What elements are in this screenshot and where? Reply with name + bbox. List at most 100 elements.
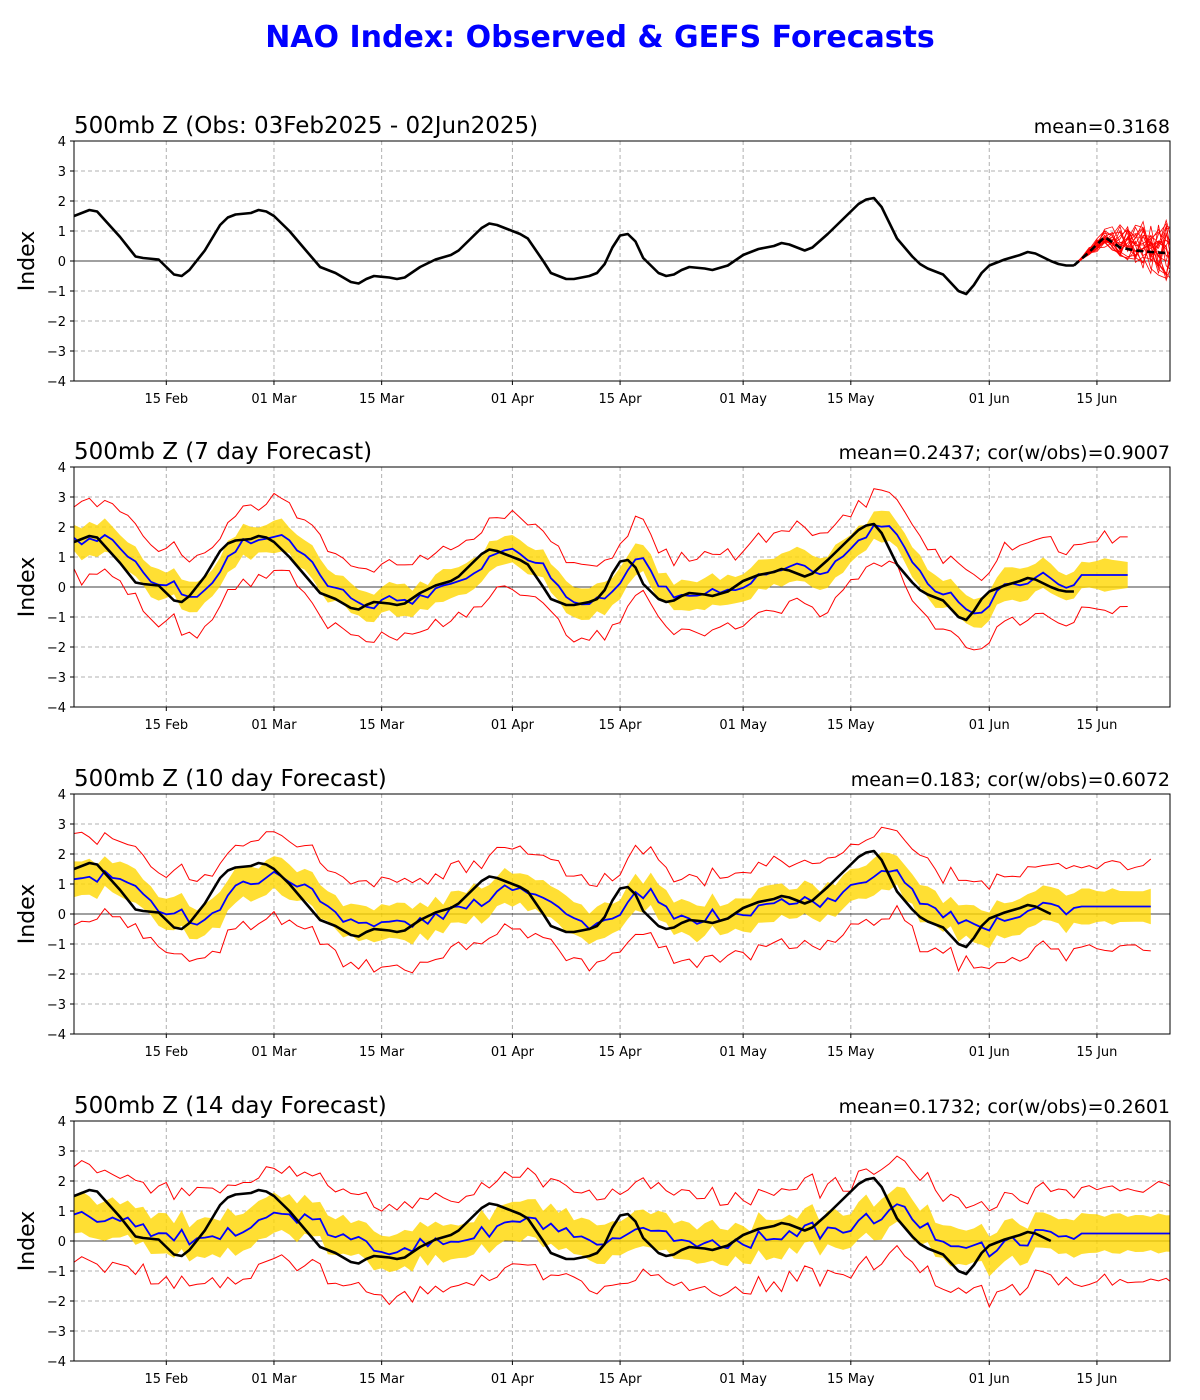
observed-line xyxy=(74,1176,1052,1276)
y-tick-label: 3 xyxy=(58,818,66,833)
y-tick-label: −1 xyxy=(47,611,66,626)
ensemble-mean-line xyxy=(74,524,1128,615)
x-tick-label: 01 Mar xyxy=(251,392,297,407)
y-tick-label: −3 xyxy=(47,345,66,360)
chart-panel-2: −4 −3 −2 −1 0 1 2 3 4 15 Feb 01 Mar 15 Mar 01 Apr 15 … xyxy=(15,439,1171,733)
x-tick-label: 15 May xyxy=(827,718,875,733)
y-axis-label: Index xyxy=(15,557,40,618)
x-tick-label: 01 Mar xyxy=(251,1372,297,1387)
x-tick-label: 15 Apr xyxy=(598,1045,642,1060)
y-tick-label: 2 xyxy=(58,1175,66,1190)
x-tick-label: 15 Mar xyxy=(359,1372,405,1387)
observed-line xyxy=(74,522,1074,622)
y-tick-label: −4 xyxy=(47,701,66,716)
plot-area xyxy=(74,488,1128,651)
y-axis-label: Index xyxy=(15,1211,40,1272)
x-tick-label: 01 Apr xyxy=(491,1045,535,1060)
x-tick-label: 01 Apr xyxy=(491,1372,535,1387)
chart-panel-4: −4 −3 −2 −1 0 1 2 3 4 15 Feb 01 Mar 15 Mar 01 Apr 15 … xyxy=(15,1093,1171,1387)
y-tick-label: 3 xyxy=(58,165,66,180)
chart-panel-1: −4 −3 −2 −1 0 1 2 3 4 15 Feb 01 Mar 15 Mar 01 Apr 15 … xyxy=(15,113,1171,407)
spread-band xyxy=(74,1186,1170,1277)
y-tick-label: 1 xyxy=(58,878,66,893)
y-tick-label: −4 xyxy=(47,375,66,390)
x-tick-label: 01 May xyxy=(719,1045,767,1060)
ensemble-min-line xyxy=(74,1244,1170,1309)
ensemble-member-line xyxy=(1073,240,1170,267)
y-tick-label: −4 xyxy=(47,1355,66,1370)
observed-line xyxy=(74,196,1074,296)
y-tick-label: 0 xyxy=(58,908,66,923)
ensemble-member-line xyxy=(1073,222,1170,266)
y-tick-label: 1 xyxy=(58,551,66,566)
y-axis-label: Index xyxy=(15,231,40,292)
y-axis-label: Index xyxy=(15,884,40,945)
y-tick-label: 2 xyxy=(58,848,66,863)
y-tick-label: 2 xyxy=(58,195,66,210)
y-tick-label: 4 xyxy=(58,788,66,803)
x-tick-label: 15 May xyxy=(827,1045,875,1060)
chart-panel-3: −4 −3 −2 −1 0 1 2 3 4 15 Feb 01 Mar 15 Mar 01 Apr 15 … xyxy=(15,766,1171,1060)
forecast-mean-line xyxy=(1073,235,1170,267)
y-tick-label: 4 xyxy=(58,135,66,150)
x-tick-label: 15 Jun xyxy=(1076,718,1117,733)
y-tick-label: −2 xyxy=(47,315,66,330)
plot-area xyxy=(74,196,1170,296)
x-tick-label: 15 Mar xyxy=(359,1045,405,1060)
x-tick-label: 01 Mar xyxy=(251,1045,297,1060)
x-tick-label: 15 May xyxy=(827,1372,875,1387)
ensemble-member-line xyxy=(1073,218,1170,266)
ensemble-min-line xyxy=(74,904,1151,974)
y-tick-label: −2 xyxy=(47,641,66,656)
panel-title: 500mb Z (7 day Forecast) xyxy=(74,439,372,465)
panel-title: 500mb Z (10 day Forecast) xyxy=(74,766,387,792)
y-tick-label: −3 xyxy=(47,998,66,1013)
y-tick-label: −2 xyxy=(47,1295,66,1310)
x-tick-label: 15 Apr xyxy=(598,718,642,733)
y-tick-label: −4 xyxy=(47,1028,66,1043)
ensemble-mean-line xyxy=(74,1203,1170,1258)
y-tick-label: 1 xyxy=(58,1205,66,1220)
x-tick-label: 15 Jun xyxy=(1076,1372,1117,1387)
ensemble-mean-line xyxy=(74,868,1151,932)
ensemble-max-line xyxy=(74,1155,1170,1212)
x-tick-label: 15 Mar xyxy=(359,392,405,407)
x-tick-label: 01 Apr xyxy=(491,392,535,407)
x-tick-label: 15 Apr xyxy=(598,1372,642,1387)
panel-stat: mean=0.1732; cor(w/obs)=0.2601 xyxy=(839,1096,1170,1118)
plot-area xyxy=(74,826,1152,974)
y-tick-label: −3 xyxy=(47,1325,66,1340)
y-tick-label: −1 xyxy=(47,285,66,300)
x-tick-label: 15 Feb xyxy=(144,1045,188,1060)
y-tick-label: 1 xyxy=(58,225,66,240)
y-tick-label: 3 xyxy=(58,1145,66,1160)
y-tick-label: −1 xyxy=(47,938,66,953)
ensemble-max-line xyxy=(74,826,1152,891)
panel-stat: mean=0.3168 xyxy=(1034,116,1170,138)
y-tick-label: −3 xyxy=(47,671,66,686)
x-tick-label: 15 Jun xyxy=(1076,1045,1117,1060)
panel-stat: mean=0.2437; cor(w/obs)=0.9007 xyxy=(839,442,1170,464)
x-tick-label: 01 Mar xyxy=(251,718,297,733)
x-tick-label: 01 Apr xyxy=(491,718,535,733)
y-tick-label: 0 xyxy=(58,255,66,270)
x-tick-label: 01 May xyxy=(719,718,767,733)
y-tick-label: 3 xyxy=(58,491,66,506)
x-tick-label: 01 May xyxy=(719,392,767,407)
x-tick-label: 15 May xyxy=(827,392,875,407)
x-tick-label: 15 Feb xyxy=(144,1372,188,1387)
x-tick-label: 15 Jun xyxy=(1076,392,1117,407)
x-tick-label: 01 Jun xyxy=(969,1372,1010,1387)
ensemble-max-line xyxy=(74,488,1128,582)
y-tick-label: 0 xyxy=(58,581,66,596)
ensemble-min-line xyxy=(74,560,1128,651)
x-tick-label: 01 Jun xyxy=(969,392,1010,407)
y-tick-label: −2 xyxy=(47,968,66,983)
panel-title: 500mb Z (Obs: 03Feb2025 - 02Jun2025) xyxy=(74,113,538,139)
panel-title: 500mb Z (14 day Forecast) xyxy=(74,1093,387,1119)
observed-line xyxy=(74,849,1052,949)
x-tick-label: 01 Jun xyxy=(969,718,1010,733)
x-tick-label: 01 May xyxy=(719,1372,767,1387)
x-tick-label: 01 Jun xyxy=(969,1045,1010,1060)
